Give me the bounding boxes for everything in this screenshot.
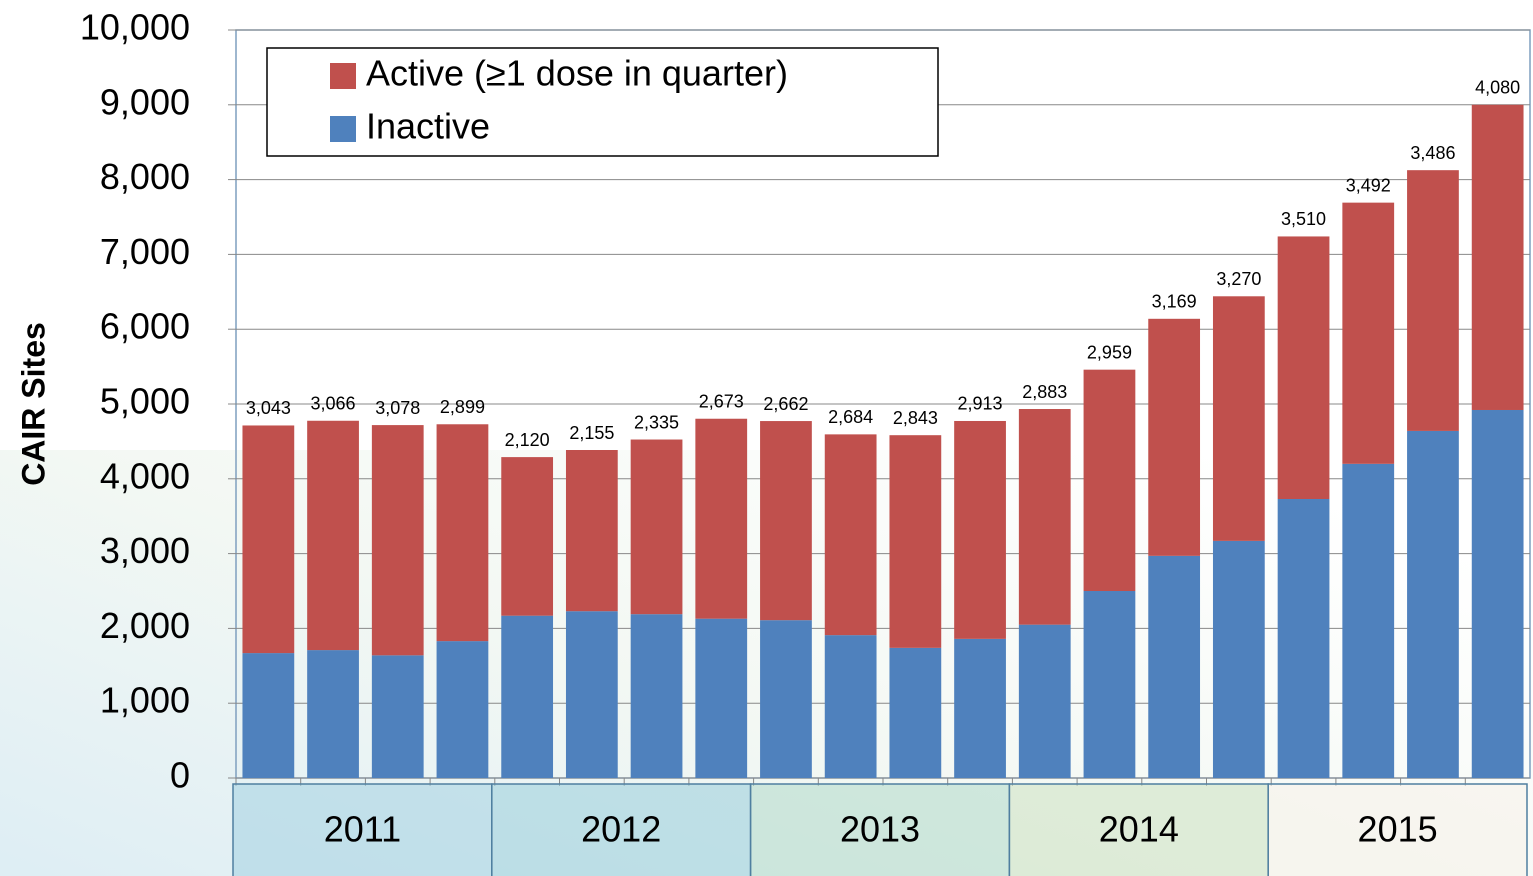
data-label: 3,270	[1216, 269, 1261, 289]
bar-segment	[307, 650, 359, 778]
data-label: 4,080	[1475, 78, 1520, 98]
data-label: 2,843	[893, 408, 938, 428]
bar-segment	[371, 425, 424, 656]
bar-segment	[824, 434, 877, 636]
bar-segment	[1018, 624, 1071, 778]
bar-segment	[695, 618, 748, 778]
y-tick-label: 9,000	[100, 81, 190, 122]
bar-segment	[501, 615, 554, 778]
data-label: 3,486	[1410, 143, 1455, 163]
bar-segment	[630, 439, 683, 615]
year-box	[1267, 783, 1528, 876]
y-tick-label: 4,000	[100, 455, 190, 496]
y-tick-label: 8,000	[100, 156, 190, 197]
year-label: 2012	[581, 809, 661, 850]
data-label: 3,078	[375, 398, 420, 418]
data-label: 3,492	[1346, 175, 1391, 195]
bar-segment	[1407, 430, 1459, 778]
data-label: 2,913	[958, 394, 1003, 414]
y-tick-label: 1,000	[100, 680, 190, 721]
data-label: 2,662	[763, 394, 808, 414]
bar-segment	[889, 647, 942, 778]
bar-segment	[371, 655, 424, 778]
bar-segment	[307, 420, 359, 651]
bar-segment	[954, 420, 1006, 639]
y-tick-label: 10,000	[80, 7, 190, 48]
bar-segment	[565, 450, 618, 612]
y-tick-label: 7,000	[100, 231, 190, 272]
legend-box	[266, 47, 939, 157]
y-axis-title: CAIR Sites	[15, 322, 51, 486]
year-box	[749, 783, 1011, 876]
year-label: 2015	[1358, 809, 1438, 850]
data-label: 3,510	[1281, 209, 1326, 229]
y-tick-label: 6,000	[100, 306, 190, 347]
bar-segment	[501, 457, 554, 616]
data-label: 2,335	[634, 412, 679, 432]
data-label: 2,899	[440, 397, 485, 417]
legend-swatch	[330, 116, 356, 142]
data-label: 2,120	[505, 430, 550, 450]
legend-label: Active (≥1 dose in quarter)	[366, 53, 788, 94]
bar-segment	[436, 424, 489, 642]
bar-segment	[1083, 369, 1136, 591]
bar-segment	[1407, 170, 1459, 431]
data-label: 2,684	[828, 407, 873, 427]
bar-segment	[954, 638, 1006, 778]
bar-segment	[1342, 202, 1395, 464]
bar-segment	[1277, 498, 1330, 778]
data-label: 2,155	[569, 423, 614, 443]
bar-segment	[1148, 318, 1201, 556]
bar-segment	[565, 611, 618, 778]
data-label: 3,043	[246, 398, 291, 418]
legend-label: Inactive	[366, 106, 490, 147]
bar-segment	[695, 418, 748, 619]
year-label: 2013	[840, 809, 920, 850]
bar-segment	[889, 435, 942, 648]
bar-segment	[760, 620, 812, 778]
bar-segment	[1277, 236, 1330, 499]
y-tick-label: 5,000	[100, 381, 190, 422]
bar-segment	[824, 635, 877, 778]
bar-segment	[436, 641, 489, 778]
data-label: 3,169	[1152, 292, 1197, 312]
bar-segment	[1212, 296, 1265, 541]
year-label: 2014	[1099, 809, 1179, 850]
bar-segment	[1471, 409, 1524, 778]
year-box	[232, 783, 493, 876]
bar-segment	[1083, 591, 1136, 778]
data-label: 2,883	[1022, 382, 1067, 402]
data-label: 2,959	[1087, 342, 1132, 362]
y-tick-label: 0	[170, 755, 190, 796]
bar-segment	[1212, 540, 1265, 778]
bar-segment	[242, 653, 295, 778]
data-label: 3,066	[311, 394, 356, 414]
legend-swatch	[330, 63, 356, 89]
year-box	[491, 783, 752, 876]
y-tick-label: 2,000	[100, 605, 190, 646]
bar-segment	[630, 614, 683, 778]
y-tick-label: 3,000	[100, 530, 190, 571]
bar-segment	[1471, 104, 1524, 410]
bar-segment	[1342, 463, 1395, 778]
bar-segment	[242, 425, 295, 654]
bar-segment	[1018, 409, 1071, 625]
year-label: 2011	[324, 809, 401, 850]
data-label: 2,673	[699, 391, 744, 411]
bar-segment	[1148, 555, 1201, 778]
bar-segment	[760, 421, 812, 621]
